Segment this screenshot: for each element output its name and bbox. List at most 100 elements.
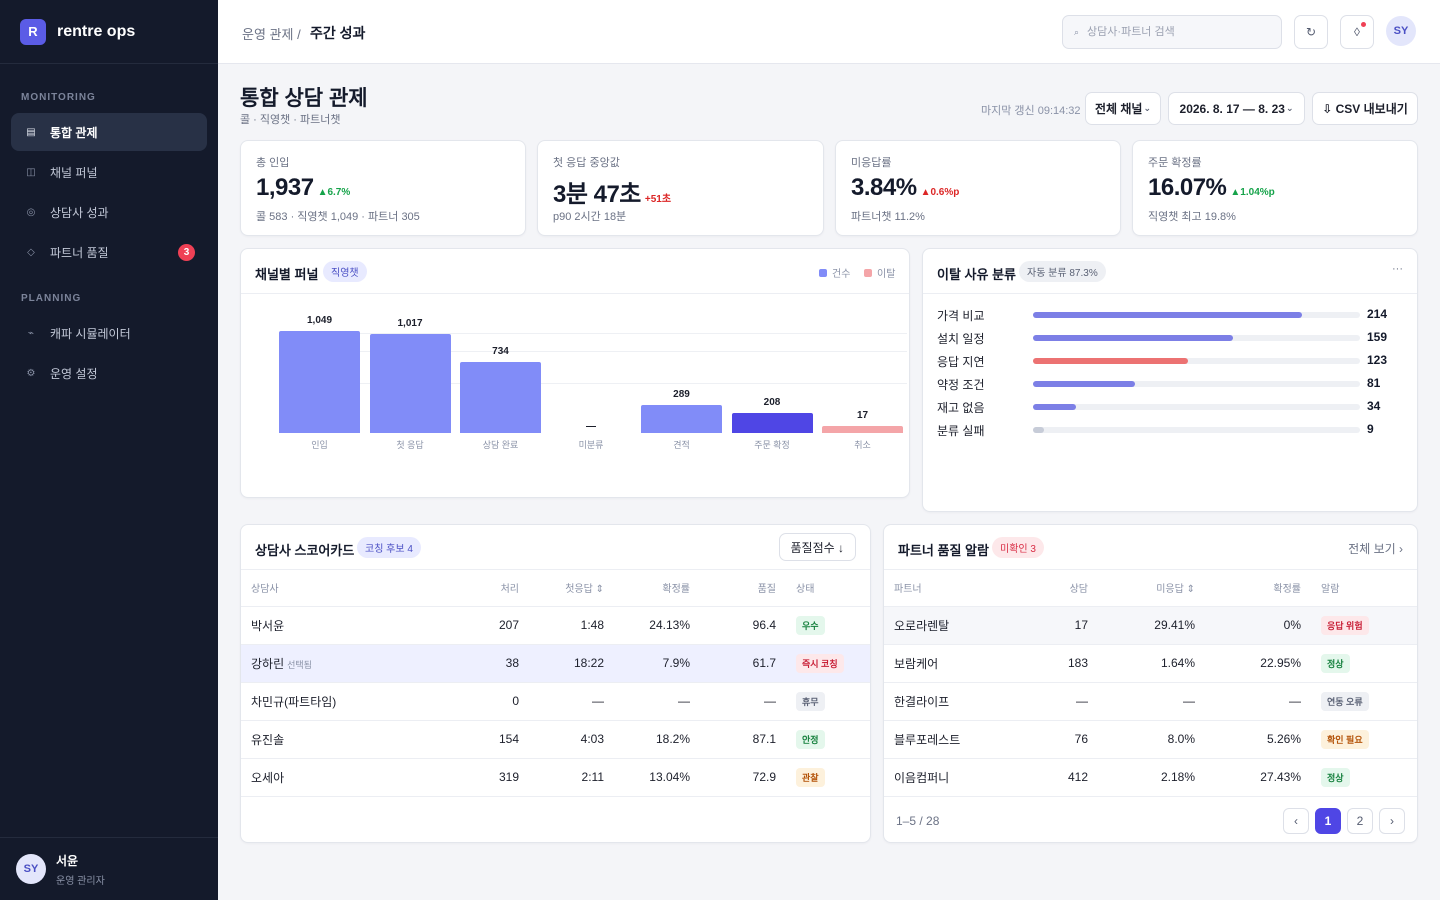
reason-label: 설치 일정 — [937, 332, 985, 346]
agent-name-cell[interactable]: 강하린 선택됨 — [241, 644, 451, 683]
notification-button[interactable]: ◊ — [1340, 15, 1374, 49]
sidebar-item-label: 운영 설정 — [50, 366, 98, 381]
alarm-cell: 연동 오류 — [1311, 682, 1417, 721]
partner-name-cell[interactable]: 오로라렌탈 — [884, 606, 1036, 645]
bar-category-label: 취소 — [854, 440, 871, 450]
reason-bar[interactable] — [1033, 335, 1360, 341]
funnel-bar[interactable] — [641, 404, 722, 433]
funnel-bar[interactable] — [460, 361, 541, 433]
page-button-1[interactable]: 1 — [1315, 808, 1341, 834]
page-button-2[interactable]: 2 — [1347, 808, 1373, 834]
order-rate-cell: 24.13% — [614, 606, 700, 645]
partner-name-cell[interactable]: 한결라이프 — [884, 682, 1036, 721]
refresh-button[interactable]: ↻ — [1294, 15, 1328, 49]
status-badge: 우수 — [796, 615, 825, 635]
prev-page-button[interactable]: ‹ — [1283, 808, 1309, 834]
column-header[interactable]: 미응답 ⇕ — [1098, 570, 1205, 607]
user-profile[interactable]: SY 서윤 운영 관리자 — [0, 837, 218, 900]
table-row[interactable]: 박서윤 207 1:48 24.13% 96.4 우수 — [241, 606, 870, 645]
table-row[interactable]: 오로라렌탈 17 29.41% 0% 응답 위험 — [884, 606, 1417, 645]
breadcrumb-parent[interactable]: 운영 관제 / — [242, 27, 301, 42]
agent-name-cell[interactable]: 오세아 — [241, 758, 451, 797]
next-page-button[interactable]: › — [1379, 808, 1405, 834]
column-header[interactable]: 처리 — [451, 570, 529, 607]
reason-value: 9 — [1367, 422, 1374, 436]
column-header[interactable]: 확정률 — [614, 570, 700, 607]
alarm-badge: 정상 — [1321, 653, 1350, 673]
channel-filter[interactable]: 전체 채널 ⌄ — [1085, 92, 1161, 125]
first-response-cell: 2:11 — [529, 758, 614, 797]
table-row[interactable]: 차민규(파트타임) 0— — — 휴무 — [241, 682, 870, 721]
bar-category-label: 견적 — [673, 440, 690, 450]
view-all-link[interactable]: 전체 보기 › — [1348, 542, 1403, 556]
column-header[interactable]: 첫응답 ⇕ — [529, 570, 614, 607]
channel-tag[interactable]: 직영챗 — [323, 261, 367, 282]
kpi-card-first-response: 첫 응답 중앙값 3분 47초 +51초 p90 2시간 18분 — [537, 140, 824, 236]
partner-name-cell[interactable]: 보람케어 — [884, 644, 1036, 683]
reason-bar-fill — [1033, 358, 1188, 364]
table-row[interactable]: 강하린 선택됨 38 18:22 7.9% 61.7 즉시 코칭 — [241, 644, 870, 683]
column-header[interactable]: 품질 — [700, 570, 786, 607]
sidebar-item-label: 상담사 성과 — [50, 205, 109, 220]
column-header[interactable]: 파트너 — [884, 570, 1036, 607]
sidebar-item-agents[interactable]: ◎ 상담사 성과 — [11, 193, 207, 231]
order-rate-cell: 22.95% — [1205, 644, 1311, 683]
coaching-tag[interactable]: 코칭 후보 4 — [357, 537, 421, 558]
order-rate-cell: 7.9% — [614, 644, 700, 683]
sort-quality-button[interactable]: 품질점수 ↓ — [778, 533, 856, 561]
sidebar-item-funnel[interactable]: ◫ 채널 퍼널 — [11, 153, 207, 191]
avatar[interactable]: SY — [1386, 16, 1416, 46]
sidebar-item-partners[interactable]: ◇ 파트너 품질 3 — [11, 233, 207, 271]
reason-value: 34 — [1367, 399, 1381, 413]
funnel-bar[interactable] — [369, 334, 451, 433]
funnel-bar[interactable] — [822, 426, 903, 433]
brand[interactable]: R rentre ops — [0, 0, 218, 64]
order-rate-cell: 13.04% — [614, 758, 700, 797]
agent-name-cell[interactable]: 차민규(파트타임) — [241, 682, 451, 721]
table-row[interactable]: 유진솔 154 4:03 18.2% 87.1 안정 — [241, 720, 870, 759]
funnel-bar[interactable] — [279, 331, 360, 433]
sidebar-item-overview[interactable]: ▤ 통합 관제 — [11, 113, 207, 151]
search-box[interactable]: ⌕ — [1062, 15, 1282, 49]
table-row[interactable]: 보람케어 183 1.64% 22.95% 정상 — [884, 644, 1417, 683]
column-header[interactable]: 알람 — [1311, 570, 1417, 607]
partner-name-cell[interactable]: 이음컴퍼니 — [884, 758, 1036, 797]
agent-name-cell[interactable]: 박서윤 — [241, 606, 451, 645]
export-csv-button[interactable]: ⇩ CSV 내보내기 — [1312, 92, 1418, 125]
reason-bar[interactable] — [1033, 312, 1360, 318]
missed-rate-cell: 1.64% — [1098, 644, 1205, 683]
last-update: 마지막 갱신 09:14:32 — [981, 105, 1081, 117]
search-input[interactable] — [1087, 26, 1268, 38]
table-row[interactable]: 블루포레스트 76 8.0% 5.26% 확인 필요 — [884, 720, 1417, 759]
bar-category-label: 주문 확정 — [754, 440, 790, 450]
bar-value-label: 17 — [856, 410, 869, 421]
column-header[interactable]: 상담사 — [241, 570, 451, 607]
consult-count-cell: — — [1036, 682, 1098, 721]
date-range-picker[interactable]: 2026. 8. 17 — 8. 23 ⌄ — [1168, 92, 1305, 125]
agent-name-cell[interactable]: 유진솔 — [241, 720, 451, 759]
reason-bar[interactable] — [1033, 381, 1360, 387]
reason-value: 123 — [1367, 353, 1388, 367]
partner-name-cell[interactable]: 블루포레스트 — [884, 720, 1036, 759]
funnel-bar[interactable] — [731, 412, 813, 433]
first-response-cell: 1:48 — [529, 606, 614, 645]
alarm-cell: 응답 위험 — [1311, 606, 1417, 645]
sidebar-item-settings[interactable]: ⚙ 운영 설정 — [11, 354, 207, 392]
table-row[interactable]: 오세아 319 2:11 13.04% 72.9 관찰 — [241, 758, 870, 797]
partner-table: 파트너 상담 미응답 ⇕ 확정률 알람 오로라렌탈 17 29.41% 0% 응답 위험… — [884, 570, 1417, 797]
unread-tag[interactable]: 미확인 3 — [992, 537, 1044, 558]
kpi-delta: ▲6.7% — [317, 187, 351, 198]
reason-bar[interactable] — [1033, 358, 1360, 364]
table-row[interactable]: 한결라이프 — — — 연동 오류 — [884, 682, 1417, 721]
status-cell: 우수 — [786, 606, 870, 645]
table-row[interactable]: 이음컴퍼니 412 2.18% 27.43% 정상 — [884, 758, 1417, 797]
more-menu-icon[interactable]: ··· — [1392, 263, 1403, 275]
column-header[interactable]: 상담 — [1036, 570, 1098, 607]
sidebar-item-capacity[interactable]: ⌁ 캐파 시뮬레이터 — [11, 314, 207, 352]
column-header[interactable]: 확정률 — [1205, 570, 1311, 607]
reason-bar[interactable] — [1033, 427, 1360, 433]
reason-bar[interactable] — [1033, 404, 1360, 410]
column-header[interactable]: 상태 — [786, 570, 870, 607]
reason-label: 재고 없음 — [937, 401, 985, 415]
reason-value: 214 — [1367, 307, 1388, 321]
